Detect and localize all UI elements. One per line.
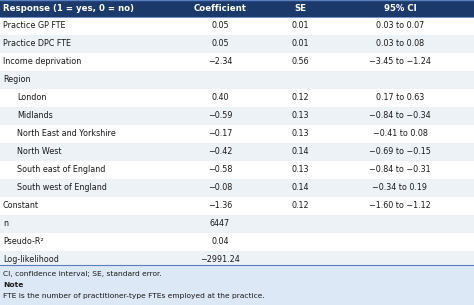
Text: Response (1 = yes, 0 = no): Response (1 = yes, 0 = no)	[3, 4, 134, 13]
Bar	[0, 143, 474, 161]
Text: Midlands: Midlands	[17, 112, 53, 120]
Text: −0.08: −0.08	[208, 184, 232, 192]
Text: −0.84 to −0.34: −0.84 to −0.34	[369, 112, 431, 120]
Bar	[0, 0, 474, 17]
Bar	[0, 265, 474, 305]
Bar	[0, 35, 474, 53]
Bar	[0, 89, 474, 107]
Text: −0.58: −0.58	[208, 166, 232, 174]
Text: Practice GP FTE: Practice GP FTE	[3, 21, 65, 30]
Text: Region: Region	[3, 76, 30, 84]
Text: 0.03 to 0.08: 0.03 to 0.08	[376, 40, 424, 48]
Text: −0.34 to 0.19: −0.34 to 0.19	[373, 184, 428, 192]
Text: FTE is the number of practitioner-type FTEs employed at the practice.: FTE is the number of practitioner-type F…	[3, 293, 265, 299]
Bar	[0, 17, 474, 35]
Text: Log-likelihood: Log-likelihood	[3, 256, 59, 264]
Bar	[0, 71, 474, 89]
Bar	[0, 179, 474, 197]
Bar	[0, 251, 474, 269]
Text: Practice DPC FTE: Practice DPC FTE	[3, 40, 71, 48]
Text: 0.03 to 0.07: 0.03 to 0.07	[376, 21, 424, 30]
Text: Pseudo-R²: Pseudo-R²	[3, 238, 44, 246]
Text: Note: Note	[3, 282, 23, 288]
Text: −3.45 to −1.24: −3.45 to −1.24	[369, 58, 431, 66]
Text: 0.05: 0.05	[211, 40, 229, 48]
Text: North East and Yorkshire: North East and Yorkshire	[17, 130, 116, 138]
Text: 0.12: 0.12	[291, 202, 309, 210]
Text: 95% CI: 95% CI	[383, 4, 416, 13]
Bar	[0, 197, 474, 215]
Text: −0.59: −0.59	[208, 112, 232, 120]
Text: South west of England: South west of England	[17, 184, 107, 192]
Text: 0.05: 0.05	[211, 21, 229, 30]
Text: n: n	[3, 220, 8, 228]
Text: −0.42: −0.42	[208, 148, 232, 156]
Text: 0.14: 0.14	[291, 184, 309, 192]
Text: 0.13: 0.13	[291, 166, 309, 174]
Text: −0.69 to −0.15: −0.69 to −0.15	[369, 148, 431, 156]
Text: 0.13: 0.13	[291, 130, 309, 138]
Text: 0.56: 0.56	[291, 58, 309, 66]
Text: North West: North West	[17, 148, 62, 156]
Text: 6447: 6447	[210, 220, 230, 228]
Text: −0.84 to −0.31: −0.84 to −0.31	[369, 166, 431, 174]
Text: 0.04: 0.04	[211, 238, 229, 246]
Text: 0.17 to 0.63: 0.17 to 0.63	[376, 94, 424, 102]
Text: −0.41 to 0.08: −0.41 to 0.08	[373, 130, 428, 138]
Bar	[0, 215, 474, 233]
Bar	[0, 125, 474, 143]
Text: −0.17: −0.17	[208, 130, 232, 138]
Text: −2991.24: −2991.24	[200, 256, 240, 264]
Text: 0.01: 0.01	[291, 21, 309, 30]
Text: 0.01: 0.01	[291, 40, 309, 48]
Text: −1.36: −1.36	[208, 202, 232, 210]
Text: SE: SE	[294, 4, 306, 13]
Text: −1.60 to −1.12: −1.60 to −1.12	[369, 202, 431, 210]
Bar	[0, 53, 474, 71]
Text: −2.34: −2.34	[208, 58, 232, 66]
Bar	[0, 233, 474, 251]
Text: 0.14: 0.14	[291, 148, 309, 156]
Text: Coefficient: Coefficient	[193, 4, 246, 13]
Text: London: London	[17, 94, 46, 102]
Text: CI, confidence interval; SE, standard error.: CI, confidence interval; SE, standard er…	[3, 271, 162, 277]
Text: 0.40: 0.40	[211, 94, 229, 102]
Text: Constant: Constant	[3, 202, 39, 210]
Text: South east of England: South east of England	[17, 166, 105, 174]
Bar	[0, 107, 474, 125]
Text: Income deprivation: Income deprivation	[3, 58, 81, 66]
Text: 0.12: 0.12	[291, 94, 309, 102]
Bar	[0, 161, 474, 179]
Text: 0.13: 0.13	[291, 112, 309, 120]
